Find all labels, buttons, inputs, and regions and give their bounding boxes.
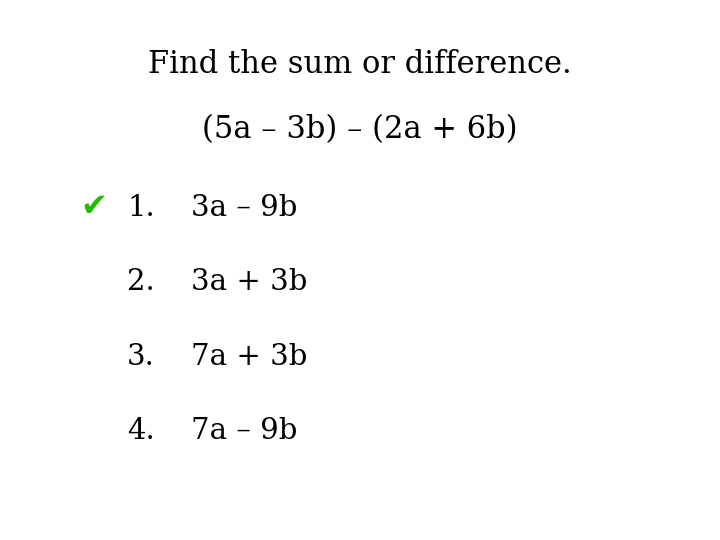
Text: 4.: 4. [127,417,155,446]
Text: 7a + 3b: 7a + 3b [191,343,307,371]
Text: 7a – 9b: 7a – 9b [191,417,297,446]
Text: 3a – 9b: 3a – 9b [191,194,297,222]
Text: 1.: 1. [127,194,155,222]
Text: ✔: ✔ [80,192,107,224]
Text: 2.: 2. [127,268,155,296]
Text: 3a + 3b: 3a + 3b [191,268,307,296]
Text: (5a – 3b) – (2a + 6b): (5a – 3b) – (2a + 6b) [202,114,518,145]
Text: 3.: 3. [127,343,155,371]
Text: Find the sum or difference.: Find the sum or difference. [148,49,572,80]
